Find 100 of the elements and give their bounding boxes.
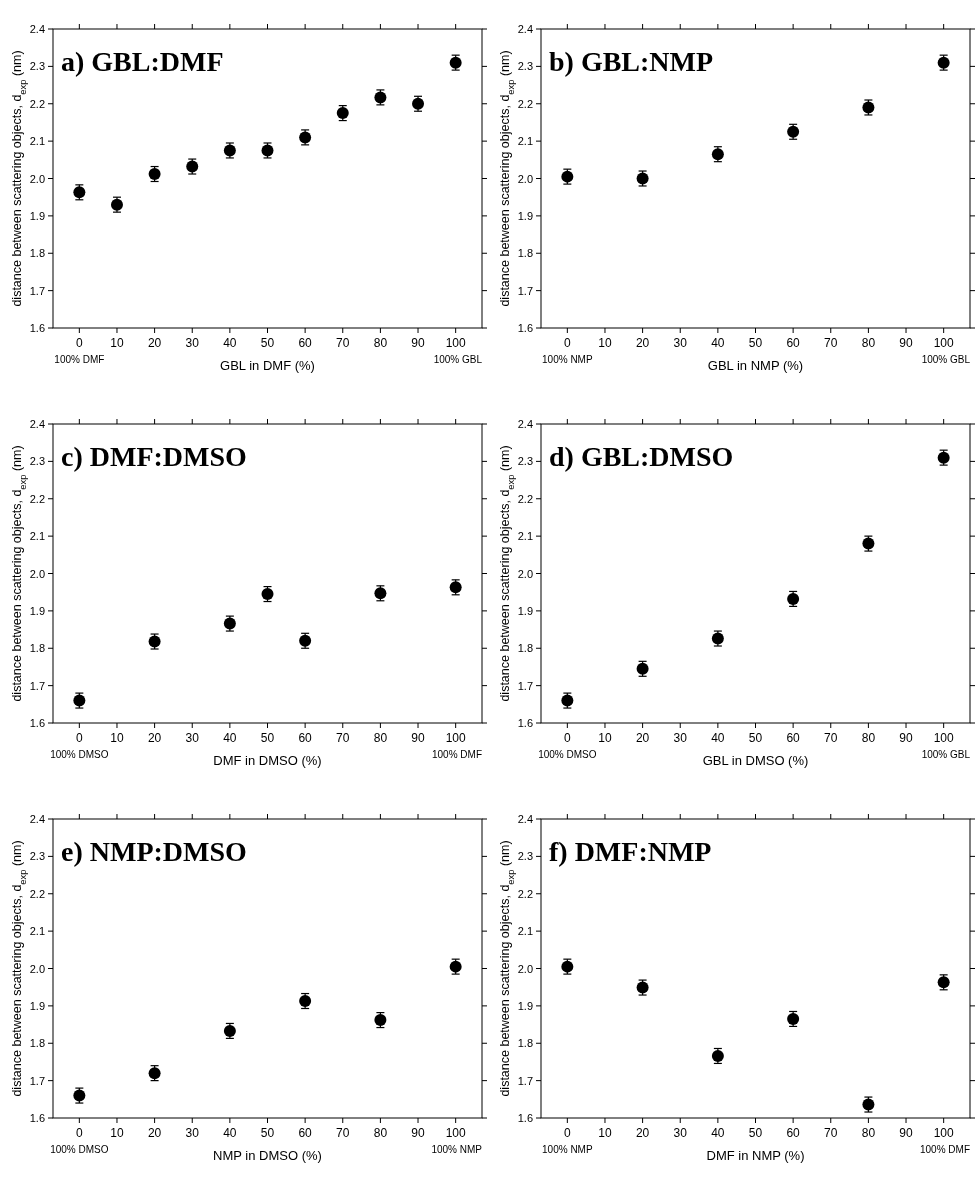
x-tick-label: 90: [899, 731, 914, 745]
x-tick-label: 100: [933, 336, 954, 350]
x-tick-label: 30: [673, 1126, 688, 1140]
x-tick-label: 100: [933, 1126, 954, 1140]
y-tick-label: 1.7: [517, 1074, 533, 1087]
x-tick-label: 50: [260, 336, 275, 350]
x-tick-label: 50: [748, 731, 763, 745]
y-tick-label: 2.2: [517, 97, 533, 110]
x-tick-label: 70: [824, 731, 838, 745]
x-tick-label: 80: [373, 731, 388, 745]
y-tick-label: 2.0: [517, 172, 533, 185]
text: 100% DMF: [919, 1144, 970, 1155]
y-tick-label: 2.3: [29, 60, 45, 73]
x-tick-label: 30: [185, 731, 200, 745]
x-tick-label: 80: [373, 336, 388, 350]
y-tick-label: 1.8: [517, 1037, 533, 1050]
y-tick-label: 1.6: [517, 1112, 533, 1124]
y-tick-label: 2.2: [517, 887, 533, 900]
x-tick-label: 0: [76, 731, 83, 745]
x-tick-label: 100: [445, 336, 466, 350]
x-tick-label: 0: [76, 336, 83, 350]
y-tick-label: 1.6: [517, 322, 533, 334]
y-tick-label: 2.2: [29, 97, 45, 110]
x-tick-label: 10: [598, 731, 612, 745]
y-tick-label: 1.8: [517, 247, 533, 260]
y-tick-label: 1.8: [517, 642, 533, 655]
x-tick-label: 80: [861, 1126, 876, 1140]
x-tick-label: 80: [861, 336, 876, 350]
x-tick-label: 70: [336, 731, 350, 745]
y-tick-label: 1.9: [29, 209, 45, 222]
x-tick-label: 70: [824, 1126, 838, 1140]
text: 100% DMSO: [50, 1144, 109, 1155]
y-tick-label: 2.0: [517, 962, 533, 975]
x-tick-label: 20: [635, 731, 650, 745]
x-tick-label: 80: [373, 1126, 388, 1140]
x-axis-title: GBL in DMSO (%): [702, 753, 809, 768]
x-tick-label: 40: [223, 731, 237, 745]
x-tick-label: 80: [861, 731, 876, 745]
text: b) GBL:NMP: [549, 46, 714, 77]
y-tick-label: 1.9: [517, 604, 533, 617]
x-axis-title: GBL in DMF (%): [220, 358, 315, 373]
y-tick-label: 2.0: [29, 172, 45, 185]
text: f) DMF:NMP: [549, 836, 712, 867]
y-tick-label: 1.6: [29, 717, 45, 729]
x-tick-label: 70: [336, 1126, 350, 1140]
x-tick-label: 10: [598, 1126, 612, 1140]
y-tick-label: 2.0: [29, 962, 45, 975]
y-tick-label: 1.6: [29, 1112, 45, 1124]
x-tick-label: 20: [635, 336, 650, 350]
y-tick-label: 2.1: [29, 925, 45, 938]
y-tick-label: 2.4: [29, 813, 45, 825]
x-tick-label: 50: [260, 1126, 275, 1140]
y-tick-label: 2.4: [29, 418, 45, 430]
x-tick-label: 0: [76, 1126, 83, 1140]
x-axis-title: DMF in DMSO (%): [213, 753, 322, 768]
x-tick-label: 10: [110, 336, 124, 350]
x-tick-label: 30: [185, 336, 200, 350]
y-tick-label: 2.1: [517, 925, 533, 938]
y-tick-label: 2.4: [517, 813, 533, 825]
y-tick-label: 2.4: [517, 418, 533, 430]
y-tick-label: 1.7: [29, 1074, 45, 1087]
x-tick-label: 90: [411, 731, 426, 745]
y-tick-label: 2.3: [517, 850, 533, 863]
y-tick-label: 2.1: [517, 135, 533, 148]
x-tick-label: 90: [411, 336, 426, 350]
y-tick-label: 2.1: [29, 530, 45, 543]
y-tick-label: 1.9: [517, 209, 533, 222]
x-tick-label: 40: [711, 731, 725, 745]
y-tick-label: 1.7: [517, 284, 533, 297]
text: 100% NMP: [542, 354, 593, 365]
text: 100% DMF: [54, 354, 105, 365]
x-axis-title: GBL in NMP (%): [707, 358, 804, 373]
text: 100% DMF: [431, 749, 482, 760]
x-tick-label: 100: [933, 731, 954, 745]
x-tick-label: 60: [786, 731, 801, 745]
x-tick-label: 100: [445, 731, 466, 745]
text: e) NMP:DMSO: [61, 836, 247, 867]
x-tick-label: 60: [298, 336, 313, 350]
x-tick-label: 50: [260, 731, 275, 745]
y-tick-label: 2.2: [517, 492, 533, 505]
y-tick-label: 1.8: [29, 1037, 45, 1050]
y-tick-label: 1.7: [29, 284, 45, 297]
y-tick-label: 1.9: [517, 999, 533, 1012]
x-tick-label: 20: [147, 731, 162, 745]
text: c) DMF:DMSO: [61, 441, 247, 472]
x-tick-label: 40: [223, 1126, 237, 1140]
x-tick-label: 40: [711, 1126, 725, 1140]
y-tick-label: 2.3: [29, 455, 45, 468]
x-tick-label: 0: [564, 1126, 571, 1140]
y-tick-label: 1.7: [517, 679, 533, 692]
text: 100% NMP: [542, 1144, 593, 1155]
y-tick-label: 2.1: [29, 135, 45, 148]
y-tick-label: 1.8: [29, 642, 45, 655]
x-axis-title: DMF in NMP (%): [706, 1148, 805, 1163]
text: 100% GBL: [921, 749, 971, 760]
y-tick-label: 2.2: [29, 887, 45, 900]
x-tick-label: 60: [786, 336, 801, 350]
x-tick-label: 0: [564, 336, 571, 350]
text: 100% GBL: [921, 354, 971, 365]
text: 100% DMSO: [538, 749, 597, 760]
